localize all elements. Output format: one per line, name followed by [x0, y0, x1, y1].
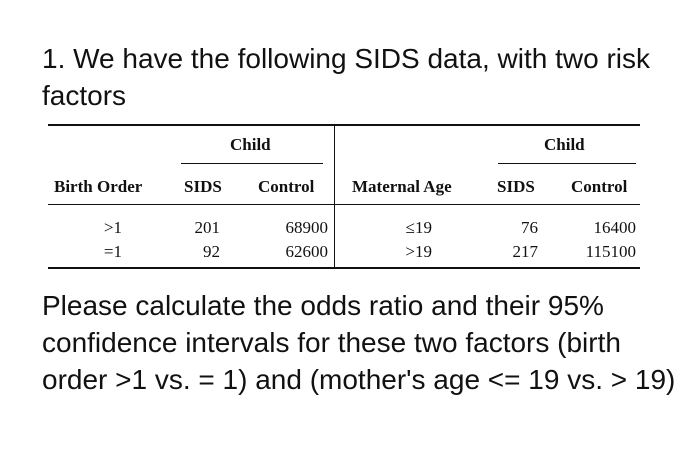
maternal-age-row-2-control: 115100 [585, 242, 636, 261]
table-top-rule [48, 124, 640, 126]
column-header-control-right: Control [571, 177, 628, 196]
column-header-control-left: Control [258, 177, 315, 196]
maternal-age-row-1-control: 16400 [593, 218, 637, 237]
maternal-age-row-1-sids: 76 [521, 218, 538, 237]
birth-order-row-1-control: 68900 [285, 218, 329, 237]
child-group-header-right: Child [544, 135, 585, 154]
birth-order-row-2-sids: 92 [203, 242, 220, 261]
sids-data-table: Child Birth Order SIDS Control >1 201 68… [48, 124, 640, 270]
birth-order-row-2-label: =1 [103, 242, 122, 261]
child-group-rule-left [181, 163, 323, 164]
child-group-rule-right [498, 163, 636, 164]
maternal-age-row-2-label: >19 [405, 242, 432, 261]
maternal-age-row-1-label: ≤19 [405, 218, 432, 237]
birth-order-row-1-label: >1 [103, 218, 122, 237]
column-header-maternal-age: Maternal Age [352, 177, 452, 196]
maternal-age-row-2-sids: 217 [512, 242, 539, 261]
column-header-sids-left: SIDS [184, 177, 222, 196]
table-header-rule [48, 204, 640, 205]
question-heading: 1. We have the following SIDS data, with… [42, 43, 650, 111]
birth-order-row-2-control: 62600 [285, 242, 329, 261]
table-vertical-divider [334, 124, 335, 269]
column-header-birth-order: Birth Order [54, 177, 143, 196]
birth-order-row-1-sids: 201 [194, 218, 221, 237]
question-body: Please calculate the odds ratio and thei… [42, 290, 676, 395]
table-bottom-rule [48, 267, 640, 269]
column-header-sids-right: SIDS [497, 177, 535, 196]
child-group-header-left: Child [230, 135, 271, 154]
